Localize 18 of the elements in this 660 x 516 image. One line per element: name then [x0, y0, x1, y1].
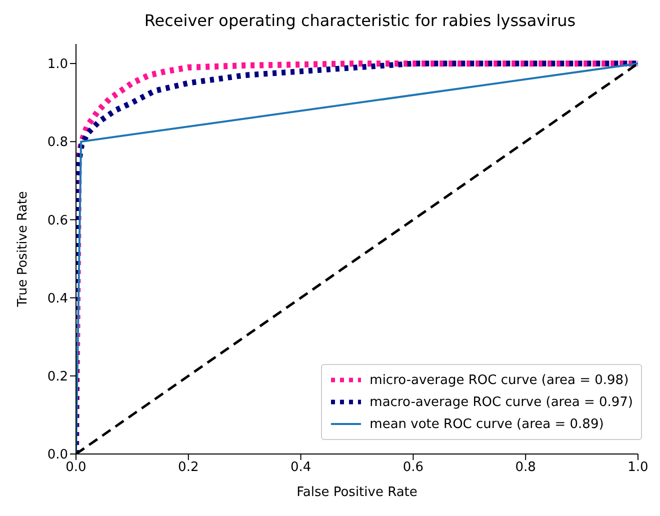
x-axis-title: False Positive Rate: [296, 485, 418, 500]
x-tick-label: 0.6: [402, 460, 424, 476]
y-tick-label: 0.0: [47, 448, 68, 463]
legend-label: mean vote ROC curve (area = 0.89): [370, 416, 604, 432]
y-tick-label: 0.4: [47, 291, 68, 306]
y-tick-label: 1.0: [47, 57, 68, 72]
y-tick-label: 0.8: [47, 135, 68, 150]
x-tick-label: 0.2: [178, 460, 199, 476]
x-tick-label: 1.0: [628, 460, 648, 476]
x-tick-label: 0.0: [66, 460, 86, 476]
y-tick-label: 0.6: [47, 213, 68, 228]
x-tick-label: 0.8: [515, 460, 536, 476]
legend-label: micro-average ROC curve (area = 0.98): [370, 372, 629, 388]
y-axis-title: True Positive Rate: [16, 191, 31, 308]
legend-label: macro-average ROC curve (area = 0.97): [370, 394, 633, 410]
x-tick-label: 0.4: [290, 460, 312, 476]
chart-title: Receiver operating characteristic for rabies lyssavirus: [143, 10, 577, 32]
y-tick-label: 0.2: [47, 370, 68, 385]
